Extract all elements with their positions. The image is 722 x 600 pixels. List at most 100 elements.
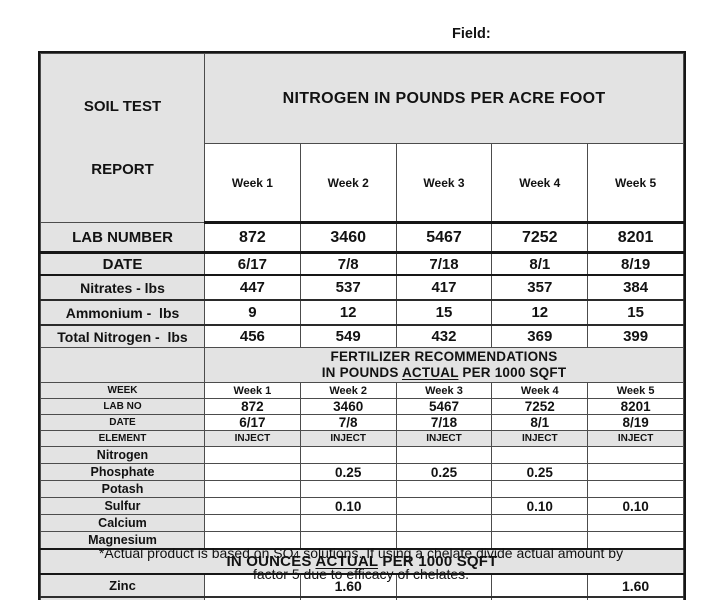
underlined-word: ACTUAL [401, 365, 459, 380]
table-cell: 15 [587, 299, 684, 326]
table-cell: INJECT [204, 430, 301, 447]
header-text: PER 1000 SQFT [458, 365, 567, 380]
footnote-text: *Actual product is based on SO [98, 545, 294, 561]
header-text: IN POUNDS [321, 365, 402, 380]
table-cell: 0.10 [491, 497, 589, 515]
table-cell: 0.25 [299, 463, 397, 481]
table-cell [587, 480, 684, 498]
table-header-row: SOIL TEST REPORT NITROGEN IN POUNDS PER … [40, 52, 684, 223]
table-cell [395, 514, 493, 532]
ounces-header-row: IN OUNCES ACTUAL PER 1000 SQFT [40, 548, 684, 575]
underlined-word: ACTUAL [315, 553, 379, 570]
table-cell: 0.25 [395, 463, 493, 481]
element-inject-row: ELEMENT INJECT INJECT INJECT INJECT INJE… [40, 430, 684, 447]
table-cell: 872 [204, 222, 301, 254]
footnote-line2: factor 5 due to efficacy of chelates. [252, 565, 470, 582]
sulfur-row: Sulfur 0.10 0.10 0.10 [40, 497, 684, 515]
fertilizer-section-header: FERTILIZER RECOMMENDATIONS IN POUNDS ACT… [204, 347, 684, 383]
table-cell: 12 [491, 299, 589, 326]
table-cell: 369 [491, 324, 589, 348]
table-cell [395, 497, 493, 515]
lab-no-row: LAB NO 872 3460 5467 7252 8201 [40, 398, 684, 415]
table-cell: 8/1 [491, 252, 589, 276]
table-cell: 399 [587, 324, 684, 348]
lab-number-row: LAB NUMBER 872 3460 5467 7252 8201 [40, 222, 684, 254]
date-row: DATE 6/17 7/8 7/18 8/1 8/19 [40, 252, 684, 276]
table-cell [395, 446, 493, 464]
row-label: Sulfur [40, 497, 205, 515]
table-cell: 7252 [491, 222, 589, 254]
table-cell: 7252 [491, 398, 589, 415]
zinc-row: Zinc 1.60 1.60 [40, 573, 684, 598]
table-cell [587, 463, 684, 481]
table-cell: 537 [299, 274, 397, 301]
row-label: DATE [40, 252, 205, 276]
table-cell: 12 [299, 299, 397, 326]
footnote: *Actual product is based on SO4 solution… [0, 544, 722, 583]
table-cell [491, 446, 589, 464]
table-cell: 7/18 [395, 252, 493, 276]
table-cell: 1.60 [299, 573, 397, 598]
table-cell [204, 573, 301, 598]
table-cell: 3.20 [587, 596, 684, 600]
soil-test-line: SOIL TEST [83, 98, 162, 115]
row-label: Calcium [40, 514, 205, 532]
table-cell [299, 446, 397, 464]
nitrogen-section-header: NITROGEN IN POUNDS PER ACRE FOOT [204, 52, 684, 145]
table-cell: Week 2 [299, 382, 397, 399]
date-meta-row: DATE 6/17 7/8 7/18 8/1 8/19 [40, 414, 684, 431]
soil-test-report-table: SOIL TEST REPORT NITROGEN IN POUNDS PER … [38, 51, 686, 600]
table-cell: 3460 [299, 398, 397, 415]
table-cell: 0.25 [491, 463, 589, 481]
table-cell: Week 5 [587, 382, 684, 399]
table-cell [491, 480, 589, 498]
table-cell: 417 [395, 274, 493, 301]
nitrates-row: Nitrates - lbs 447 537 417 357 384 [40, 274, 684, 301]
table-cell: 7/18 [395, 414, 493, 431]
table-cell: 8201 [587, 222, 684, 254]
header-text: PER 1000 SQFT [378, 553, 498, 570]
row-label: Zinc [40, 573, 205, 598]
phosphate-row: Phosphate 0.25 0.25 0.25 [40, 463, 684, 481]
row-label: LAB NUMBER [40, 222, 205, 254]
table-cell [395, 480, 493, 498]
total-nitrogen-row: Total Nitrogen - lbs 456 549 432 369 399 [40, 324, 684, 348]
empty-cell [40, 347, 205, 383]
table-cell [204, 480, 301, 498]
table-cell: 9 [204, 299, 301, 326]
table-cell: 8/1 [491, 414, 589, 431]
week-header-cell: Week 5 [587, 143, 684, 224]
table-cell: INJECT [299, 430, 397, 447]
nitrogen-row: Nitrogen [40, 446, 684, 464]
field-label: Field: [452, 26, 491, 42]
row-label: Potash [40, 480, 205, 498]
fertilizer-header-line2: IN POUNDS ACTUAL PER 1000 SQFT [206, 365, 683, 382]
table-cell [204, 514, 301, 532]
magnesium-row: Magnesium [40, 531, 684, 550]
table-cell: 7/8 [299, 252, 397, 276]
table-cell [587, 446, 684, 464]
report-table: SOIL TEST REPORT NITROGEN IN POUNDS PER … [40, 52, 684, 600]
table-cell: 1.60 [587, 573, 684, 598]
table-cell [299, 514, 397, 532]
table-cell [491, 573, 589, 598]
table-cell [491, 514, 589, 532]
table-cell: INJECT [491, 430, 589, 447]
table-cell [299, 480, 397, 498]
row-label: Manganese [40, 596, 205, 600]
table-cell: 8201 [587, 398, 684, 415]
ammonium-row: Ammonium - lbs 9 12 15 12 15 [40, 299, 684, 326]
table-cell: 8/19 [587, 252, 684, 276]
row-label: LAB NO [40, 398, 205, 415]
table-cell: 872 [204, 398, 301, 415]
calcium-row: Calcium [40, 514, 684, 532]
table-cell [587, 514, 684, 532]
table-cell: 0.10 [587, 497, 684, 515]
table-cell: Week 3 [395, 382, 493, 399]
table-cell: 549 [299, 324, 397, 348]
table-cell: Week 1 [204, 382, 301, 399]
table-cell: INJECT [395, 430, 493, 447]
row-label: WEEK [40, 382, 205, 399]
table-cell: 5467 [395, 222, 493, 254]
